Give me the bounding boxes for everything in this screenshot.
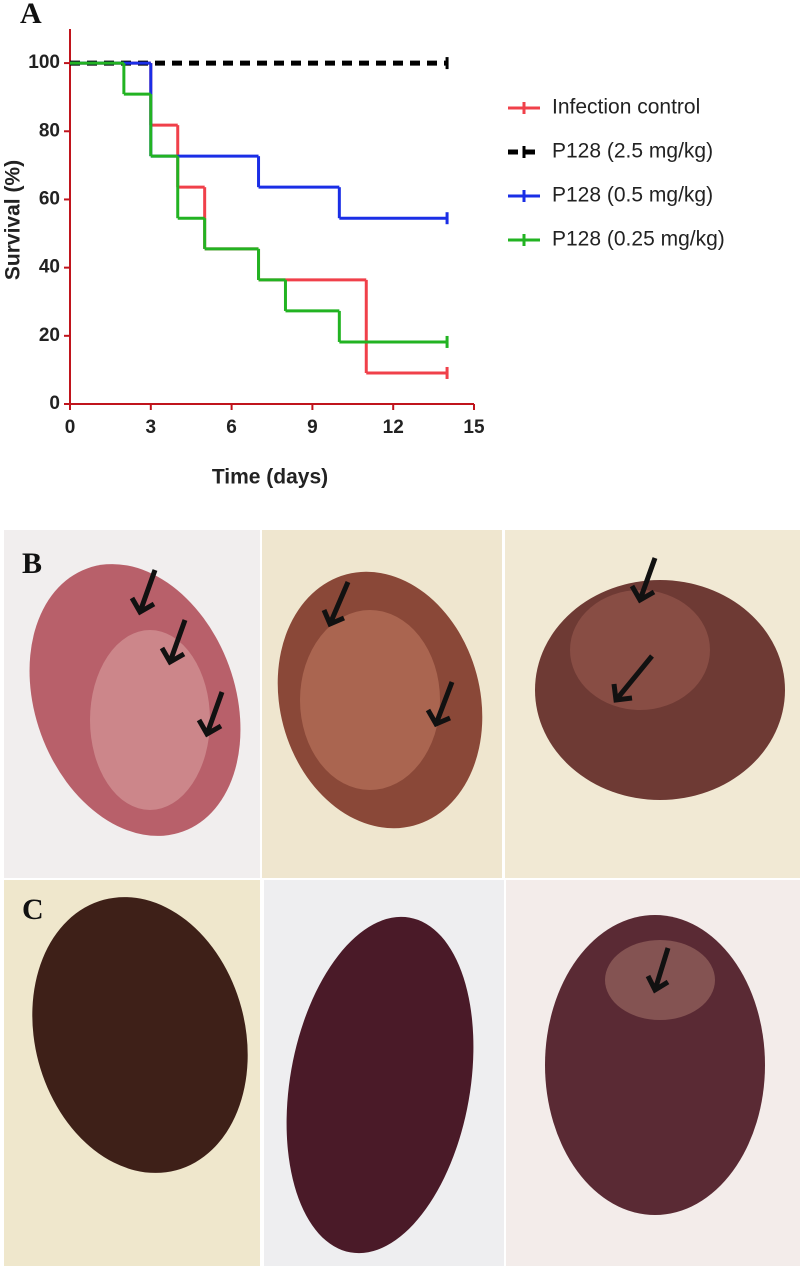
y-tick-label: 40 — [39, 257, 60, 278]
kidney — [286, 916, 474, 1254]
x-axis-label: Time (days) — [212, 466, 328, 489]
x-tick-label: 12 — [383, 417, 404, 438]
x-tick-label: 3 — [146, 417, 157, 438]
lesion — [570, 590, 710, 710]
x-tick-label: 15 — [463, 417, 485, 438]
legend-entry: P128 (0.25 mg/kg) — [508, 228, 725, 251]
legend-entry: P128 (0.5 mg/kg) — [508, 184, 713, 207]
legend-label: P128 (0.5 mg/kg) — [552, 184, 713, 207]
legend-entry: P128 (2.5 mg/kg) — [508, 140, 713, 163]
legend-label: Infection control — [552, 96, 700, 119]
lesion — [300, 610, 440, 790]
arrow — [645, 947, 671, 994]
x-tick-label: 0 — [65, 417, 76, 438]
panel-label: B — [22, 547, 42, 580]
lesion — [90, 630, 210, 810]
y-tick-label: 80 — [39, 120, 60, 141]
arrows — [129, 557, 658, 738]
x-tick-label: 6 — [226, 417, 237, 438]
legend-entry: Infection control — [508, 96, 700, 119]
panel-label: A — [20, 0, 42, 30]
photo-row-b: B — [4, 530, 800, 878]
y-tick-label: 60 — [39, 188, 60, 209]
y-tick-label: 0 — [49, 393, 60, 414]
legend-label: P128 (0.25 mg/kg) — [552, 228, 725, 251]
kidney — [32, 897, 248, 1173]
photo-row-c: C — [4, 880, 800, 1266]
plot: 0 20 40 60 80 100 0 3 6 9 12 15 Infection control P12… — [28, 29, 725, 438]
y-axis-label: Survival (%) — [2, 160, 25, 280]
x-tick-label: 9 — [307, 417, 318, 438]
legend-label: P128 (2.5 mg/kg) — [552, 140, 713, 163]
y-tick-label: 100 — [28, 52, 60, 73]
y-tick-label: 20 — [39, 325, 60, 346]
panel-label: C — [22, 893, 44, 926]
